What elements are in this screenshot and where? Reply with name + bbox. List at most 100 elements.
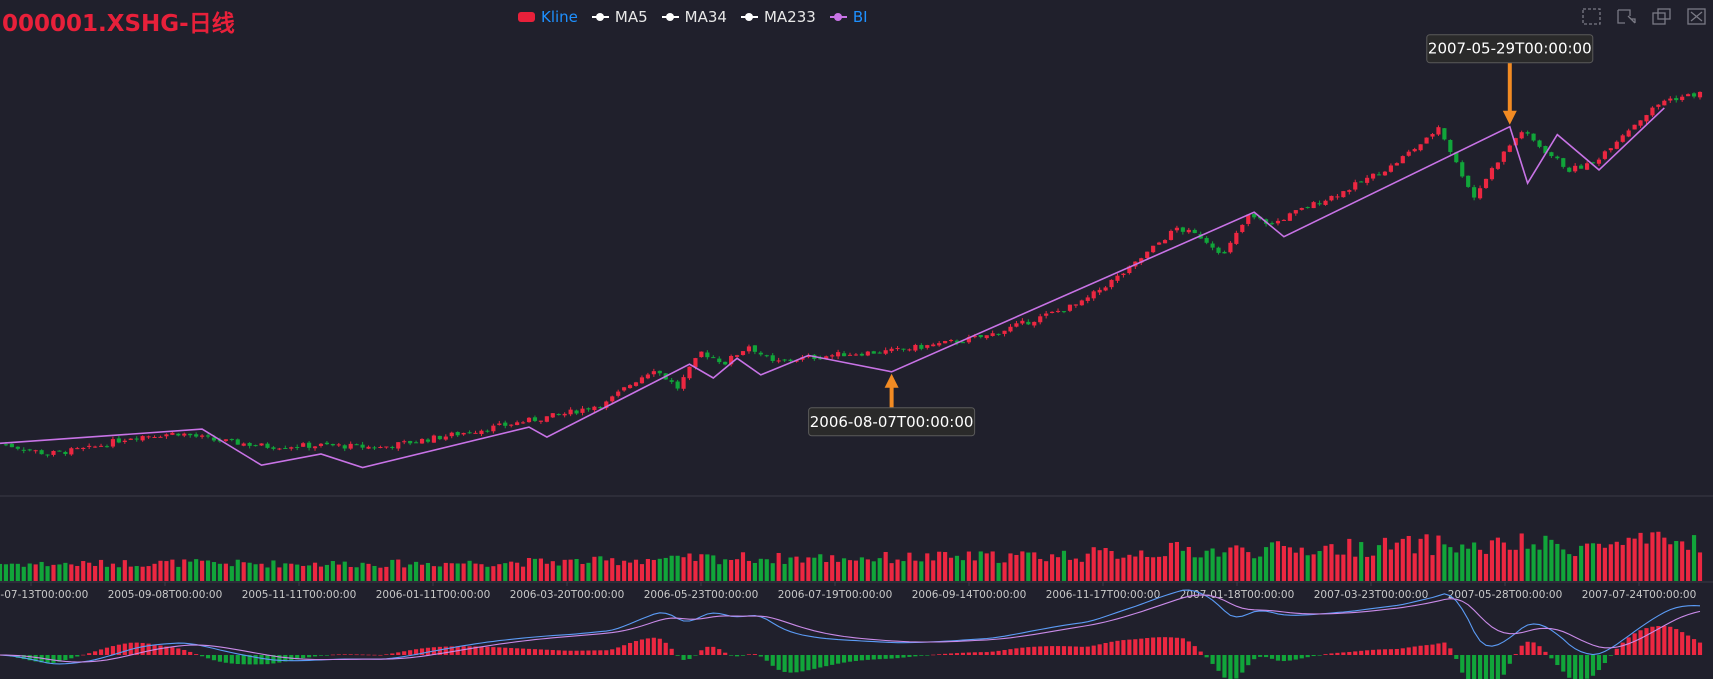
macd-bar xyxy=(1549,655,1554,659)
candle xyxy=(277,447,282,451)
chart-title: 000001.XSHG-日线 xyxy=(2,11,235,37)
volume-bar xyxy=(211,562,217,581)
macd-bar xyxy=(205,655,211,659)
volume-bar xyxy=(1626,537,1631,581)
candle xyxy=(188,433,193,438)
restore-icon[interactable] xyxy=(1651,7,1672,26)
macd-bar xyxy=(104,647,110,655)
candle xyxy=(1400,155,1405,164)
macd-bar xyxy=(1305,655,1310,658)
volume-bar xyxy=(1275,541,1281,581)
volume-bar xyxy=(598,556,603,581)
volume-bar xyxy=(1026,552,1031,581)
volume-bar xyxy=(1501,542,1506,581)
volume-bar xyxy=(372,565,377,581)
candle xyxy=(1424,137,1429,144)
x-tick-label: 2005-07-13T00:00:00 xyxy=(0,589,88,601)
legend-item-ma233[interactable]: MA233 xyxy=(740,8,816,26)
legend-item-kline[interactable]: Kline xyxy=(518,8,578,26)
macd-bar xyxy=(479,646,484,655)
volume-bar xyxy=(818,554,823,581)
legend-item-bi[interactable]: BI xyxy=(829,8,868,26)
candle xyxy=(33,449,38,454)
macd-bar xyxy=(116,644,121,655)
candle xyxy=(1662,99,1667,106)
legend-item-ma34[interactable]: MA34 xyxy=(661,8,727,26)
candle xyxy=(354,443,359,446)
candle xyxy=(1079,299,1084,306)
candle xyxy=(241,442,246,447)
candle xyxy=(740,351,746,356)
volume-bar xyxy=(324,564,330,581)
macd-bar xyxy=(705,646,710,655)
candle xyxy=(960,341,966,344)
candle xyxy=(889,346,894,353)
volume-bar xyxy=(152,563,157,581)
volume-bar xyxy=(544,563,549,581)
macd-bar xyxy=(1359,650,1364,655)
volume-bar xyxy=(431,566,436,581)
volume-bar xyxy=(0,563,3,581)
volume-bar xyxy=(847,560,853,581)
volume-bar xyxy=(1079,561,1084,581)
volume-bar xyxy=(1109,551,1114,581)
candle xyxy=(568,407,573,417)
candle xyxy=(752,345,757,355)
volume-bar xyxy=(57,564,62,581)
x-tick-label: 2006-09-14T00:00:00 xyxy=(912,589,1027,601)
volume-bar xyxy=(978,551,983,581)
volume-bar xyxy=(205,560,211,581)
volume-bar xyxy=(342,561,347,581)
legend-label: BI xyxy=(852,8,868,26)
macd-bar xyxy=(21,655,26,660)
volume-bar xyxy=(580,563,585,581)
candle xyxy=(639,375,645,384)
legend-item-ma5[interactable]: MA5 xyxy=(591,8,648,26)
macd-bar xyxy=(556,650,561,655)
volume-bar xyxy=(277,567,282,581)
macd-bar xyxy=(1567,655,1572,678)
volume-bar xyxy=(592,556,597,581)
volume-bar xyxy=(954,555,960,581)
macd-bar xyxy=(841,655,847,663)
zoom-reset-icon[interactable] xyxy=(1616,7,1637,26)
volume-bar xyxy=(122,560,127,581)
candle xyxy=(1216,246,1221,255)
candle xyxy=(1507,144,1512,153)
volume-bar xyxy=(176,566,181,581)
x-tick-label: 2006-03-20T00:00:00 xyxy=(510,589,625,601)
legend-label: MA233 xyxy=(763,8,816,26)
candle xyxy=(978,334,983,339)
zoom-icon[interactable] xyxy=(1581,7,1602,26)
volume-bar xyxy=(1353,556,1358,581)
macd-bar xyxy=(1317,655,1322,656)
volume-bar xyxy=(509,561,514,581)
x-tick-label: 2006-01-11T00:00:00 xyxy=(376,589,491,601)
x-tick-label: 2007-05-28T00:00:00 xyxy=(1448,589,1563,601)
volume-bar xyxy=(526,557,532,581)
candle xyxy=(622,386,627,392)
volume-bar xyxy=(966,551,971,581)
volume-bar xyxy=(63,562,68,581)
candle xyxy=(419,438,425,444)
macd-bar xyxy=(723,652,728,655)
candle xyxy=(57,450,62,452)
candle xyxy=(1103,286,1108,292)
volume-bar xyxy=(1073,558,1078,581)
candle xyxy=(1299,207,1304,211)
candle xyxy=(503,420,508,429)
volume-bar xyxy=(1085,553,1090,581)
x-tick-label: 2007-07-24T00:00:00 xyxy=(1582,589,1697,601)
volume-bar xyxy=(1519,533,1524,581)
volume-bar xyxy=(1686,549,1691,581)
close-icon[interactable] xyxy=(1686,7,1707,26)
macd-bar xyxy=(1555,655,1560,666)
candle xyxy=(330,443,335,447)
macd-bar xyxy=(51,655,56,663)
candle xyxy=(996,333,1001,336)
legend-label: MA5 xyxy=(614,8,648,26)
volume-bar xyxy=(645,558,650,581)
macd-bar xyxy=(1139,638,1144,655)
bi-marker: 2006-08-07T00:00:00 xyxy=(808,373,976,437)
candle xyxy=(152,435,157,438)
